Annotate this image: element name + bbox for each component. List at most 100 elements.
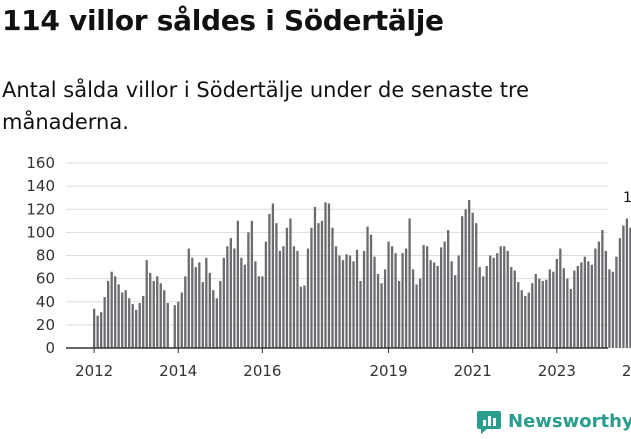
bar-chart-logo-icon	[477, 411, 501, 434]
bar	[590, 264, 594, 348]
bar	[166, 302, 169, 348]
bar	[373, 256, 376, 348]
bar	[334, 246, 338, 348]
bar	[397, 280, 401, 348]
y-tick-label: 0	[45, 339, 55, 357]
bar	[187, 248, 190, 348]
bar	[538, 278, 541, 349]
bar	[464, 209, 467, 348]
bar	[103, 297, 106, 349]
bar	[601, 230, 604, 348]
bar	[485, 265, 488, 348]
bar	[555, 258, 558, 348]
bar	[317, 223, 320, 348]
bar	[306, 248, 310, 348]
bar	[292, 246, 296, 348]
bar	[622, 225, 625, 348]
y-tick-label: 160	[26, 154, 55, 172]
bar	[415, 284, 418, 348]
bar	[121, 292, 124, 348]
bar	[355, 249, 359, 348]
bar	[534, 274, 537, 348]
bar	[184, 276, 187, 348]
x-tick-label: 2016	[243, 362, 281, 380]
bar	[411, 269, 415, 349]
bar	[299, 286, 303, 348]
bar	[559, 248, 562, 348]
bar	[432, 262, 436, 348]
bar	[615, 256, 618, 348]
bar	[250, 220, 254, 348]
bar	[573, 270, 576, 348]
bar	[205, 257, 208, 348]
bar	[390, 246, 394, 348]
bar	[552, 271, 555, 348]
gridlines: 0 20 40 60 80 100 120 140 160	[26, 154, 608, 357]
y-tick-label: 40	[36, 293, 55, 311]
x-tick-label: 2025	[622, 362, 631, 380]
bar	[107, 280, 110, 348]
bar	[383, 269, 387, 349]
brand-name: Newsworthy	[508, 410, 631, 432]
bar	[201, 282, 204, 348]
bar	[513, 270, 516, 348]
bar	[152, 280, 155, 348]
bar	[117, 284, 120, 348]
chart-title: 114 villor såldes i Södertälje	[2, 4, 444, 37]
bar	[289, 218, 292, 348]
bar	[545, 279, 548, 348]
bar	[247, 232, 250, 349]
bar	[194, 267, 197, 348]
bar	[482, 276, 485, 348]
bar	[611, 271, 615, 348]
bar	[380, 283, 383, 348]
bar	[142, 295, 145, 348]
bar	[257, 276, 261, 348]
bar	[475, 223, 478, 348]
bar	[425, 246, 429, 348]
bar	[261, 276, 264, 348]
bar	[548, 269, 551, 349]
x-tick-label: 2012	[75, 362, 113, 380]
bar	[566, 278, 569, 349]
bar	[338, 255, 341, 348]
bar-series: 114	[93, 190, 631, 349]
bar	[219, 280, 222, 348]
bar	[527, 292, 530, 348]
bar	[471, 212, 474, 348]
bar	[531, 283, 534, 348]
bar	[173, 305, 176, 348]
bar	[327, 203, 331, 348]
bar	[580, 262, 583, 348]
bar	[163, 290, 166, 348]
bar	[387, 241, 390, 348]
bar	[331, 227, 334, 348]
newsworthy-logo: Newsworthy	[476, 408, 631, 434]
bar	[275, 223, 278, 348]
bar	[583, 256, 586, 348]
bar	[254, 261, 257, 348]
bar	[128, 298, 131, 348]
bar	[156, 276, 159, 348]
bar	[282, 246, 285, 348]
y-tick-label: 100	[26, 223, 55, 241]
bar	[110, 271, 113, 348]
bar	[268, 213, 271, 349]
bar	[320, 220, 324, 348]
y-tick-label: 140	[26, 177, 55, 195]
bar	[135, 309, 138, 348]
bar	[229, 238, 232, 348]
bar	[562, 268, 565, 348]
bar	[313, 206, 317, 348]
bar	[492, 257, 495, 348]
bar	[506, 250, 509, 349]
bar	[454, 275, 457, 348]
bar	[569, 289, 572, 348]
bar	[510, 267, 513, 348]
bar	[177, 301, 180, 348]
bar	[124, 290, 127, 348]
bar	[138, 302, 141, 348]
bar	[348, 255, 352, 348]
bar	[359, 280, 362, 348]
bar	[226, 246, 229, 348]
